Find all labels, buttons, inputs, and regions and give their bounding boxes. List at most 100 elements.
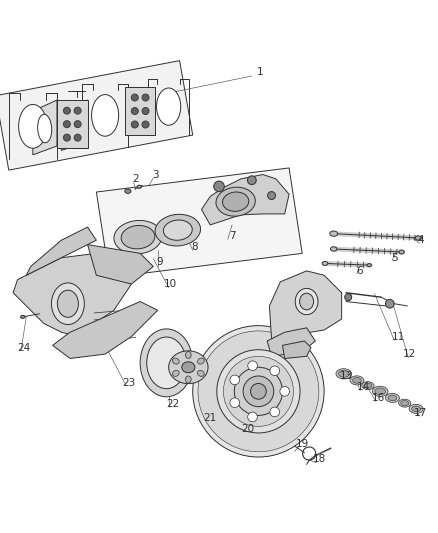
Text: 16: 16 xyxy=(372,393,385,403)
Polygon shape xyxy=(283,341,311,359)
Ellipse shape xyxy=(330,231,338,236)
Ellipse shape xyxy=(399,250,404,254)
Ellipse shape xyxy=(331,247,337,251)
Ellipse shape xyxy=(38,114,52,143)
Text: 10: 10 xyxy=(164,279,177,289)
Polygon shape xyxy=(0,61,193,170)
Circle shape xyxy=(198,331,319,452)
Ellipse shape xyxy=(155,214,201,246)
Circle shape xyxy=(268,191,276,199)
Ellipse shape xyxy=(375,388,385,395)
Ellipse shape xyxy=(147,337,186,389)
Text: 6: 6 xyxy=(356,266,363,276)
Circle shape xyxy=(251,383,266,399)
Polygon shape xyxy=(33,100,57,155)
Text: 13: 13 xyxy=(339,371,353,381)
Circle shape xyxy=(280,386,290,396)
Ellipse shape xyxy=(198,370,204,376)
Circle shape xyxy=(230,398,240,408)
Polygon shape xyxy=(26,227,96,275)
Text: 23: 23 xyxy=(123,377,136,387)
Circle shape xyxy=(74,107,81,114)
Text: 17: 17 xyxy=(414,408,427,418)
Circle shape xyxy=(142,121,149,128)
Ellipse shape xyxy=(156,88,181,125)
Ellipse shape xyxy=(182,362,195,373)
Circle shape xyxy=(243,376,274,407)
Ellipse shape xyxy=(412,406,420,411)
Polygon shape xyxy=(96,168,302,278)
Text: 21: 21 xyxy=(204,413,217,423)
Polygon shape xyxy=(57,100,88,148)
Circle shape xyxy=(248,412,258,422)
Polygon shape xyxy=(125,87,155,135)
Circle shape xyxy=(64,134,71,141)
Text: 11: 11 xyxy=(392,332,405,342)
Circle shape xyxy=(345,294,352,301)
Polygon shape xyxy=(269,271,342,339)
Text: 5: 5 xyxy=(391,253,398,263)
Ellipse shape xyxy=(336,369,352,379)
Circle shape xyxy=(234,367,283,415)
Ellipse shape xyxy=(114,221,162,254)
Circle shape xyxy=(193,326,324,457)
Text: 18: 18 xyxy=(313,454,326,464)
Ellipse shape xyxy=(52,283,84,325)
Ellipse shape xyxy=(401,401,409,406)
Polygon shape xyxy=(13,253,131,336)
Text: 12: 12 xyxy=(403,349,416,359)
Circle shape xyxy=(142,108,149,115)
Ellipse shape xyxy=(409,405,423,414)
Circle shape xyxy=(64,107,71,114)
Circle shape xyxy=(385,300,394,308)
Ellipse shape xyxy=(21,316,25,318)
Polygon shape xyxy=(201,174,289,225)
Text: 1: 1 xyxy=(257,67,264,77)
Ellipse shape xyxy=(186,376,191,383)
Ellipse shape xyxy=(92,94,119,136)
Circle shape xyxy=(270,407,279,417)
Ellipse shape xyxy=(300,293,314,310)
Polygon shape xyxy=(53,302,158,359)
Circle shape xyxy=(74,134,81,141)
Text: 4: 4 xyxy=(417,235,424,245)
Circle shape xyxy=(217,350,300,433)
Text: 22: 22 xyxy=(166,399,180,409)
Text: 8: 8 xyxy=(191,242,198,252)
Circle shape xyxy=(131,94,138,101)
Ellipse shape xyxy=(137,185,141,188)
Ellipse shape xyxy=(173,370,179,376)
Ellipse shape xyxy=(125,189,131,193)
Text: 20: 20 xyxy=(241,424,254,433)
Circle shape xyxy=(247,176,256,184)
Circle shape xyxy=(270,366,279,376)
Ellipse shape xyxy=(186,351,191,359)
Circle shape xyxy=(131,121,138,128)
Ellipse shape xyxy=(415,236,421,240)
Ellipse shape xyxy=(350,376,364,385)
Ellipse shape xyxy=(322,262,328,265)
Polygon shape xyxy=(61,100,88,150)
Ellipse shape xyxy=(57,290,78,317)
Ellipse shape xyxy=(140,329,193,397)
Circle shape xyxy=(74,120,81,128)
Ellipse shape xyxy=(18,104,47,148)
Polygon shape xyxy=(88,245,153,284)
Ellipse shape xyxy=(385,393,399,402)
Text: 9: 9 xyxy=(156,257,163,267)
Ellipse shape xyxy=(388,395,397,401)
Ellipse shape xyxy=(339,370,349,377)
Ellipse shape xyxy=(216,187,255,216)
Text: 19: 19 xyxy=(296,439,309,449)
Ellipse shape xyxy=(163,220,192,240)
Ellipse shape xyxy=(173,358,179,364)
Ellipse shape xyxy=(353,377,361,383)
Circle shape xyxy=(64,120,71,128)
Text: 7: 7 xyxy=(229,231,236,241)
Ellipse shape xyxy=(295,288,318,314)
Ellipse shape xyxy=(372,386,388,397)
Ellipse shape xyxy=(121,225,155,249)
Circle shape xyxy=(214,181,224,191)
Circle shape xyxy=(230,375,240,385)
Text: 3: 3 xyxy=(152,169,159,180)
